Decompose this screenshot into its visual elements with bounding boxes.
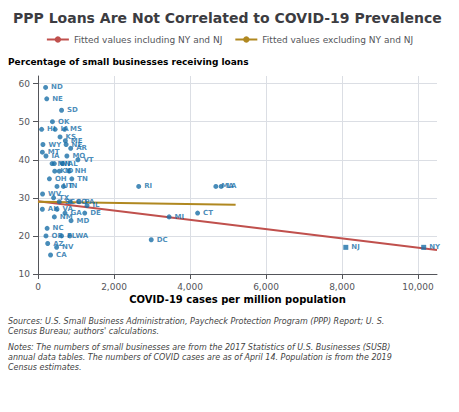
- svg-text:2,000: 2,000: [101, 282, 127, 292]
- svg-text:WY: WY: [48, 140, 62, 149]
- svg-text:NY: NY: [429, 243, 441, 251]
- svg-text:MI: MI: [175, 213, 185, 221]
- svg-text:OH: OH: [54, 174, 67, 183]
- svg-text:LA: LA: [227, 182, 237, 190]
- svg-text:ND: ND: [51, 83, 63, 91]
- svg-text:MO: MO: [72, 152, 86, 160]
- svg-text:SD: SD: [67, 106, 78, 114]
- svg-text:RI: RI: [144, 182, 152, 190]
- svg-text:AR: AR: [76, 144, 87, 153]
- svg-text:UT: UT: [63, 182, 74, 190]
- svg-text:10,000: 10,000: [402, 282, 434, 292]
- svg-text:IA: IA: [51, 152, 60, 160]
- svg-text:FL: FL: [67, 231, 77, 240]
- svg-text:10: 10: [19, 269, 31, 279]
- svg-text:TN: TN: [77, 175, 88, 183]
- svg-text:IL: IL: [92, 201, 100, 210]
- svg-text:Percentage of small businesses: Percentage of small businesses receiving…: [8, 57, 249, 67]
- svg-text:WA: WA: [75, 232, 88, 240]
- svg-text:DC: DC: [157, 236, 168, 244]
- svg-text:AK: AK: [48, 205, 59, 213]
- svg-text:6,000: 6,000: [253, 282, 279, 292]
- svg-text:Census estimates.: Census estimates.: [8, 363, 81, 372]
- svg-text:CA: CA: [56, 251, 67, 259]
- svg-text:IN: IN: [69, 182, 78, 191]
- svg-text:DE: DE: [90, 209, 101, 217]
- svg-text:50: 50: [19, 117, 31, 127]
- svg-text:8,000: 8,000: [329, 282, 355, 292]
- html-text:AZNV: AZNV: [53, 239, 74, 252]
- svg-text:40: 40: [19, 155, 31, 165]
- svg-text:Fitted values including NY and: Fitted values including NY and NJ: [74, 35, 222, 45]
- svg-text:NJ: NJ: [351, 243, 359, 251]
- svg-text:20: 20: [19, 231, 31, 241]
- svg-text:0: 0: [35, 282, 41, 292]
- svg-text:WV: WV: [48, 190, 62, 198]
- svg-text:Fitted values excluding NY and: Fitted values excluding NY and NJ: [262, 35, 413, 45]
- svg-text:PA: PA: [84, 197, 95, 206]
- svg-text:4,000: 4,000: [177, 282, 203, 292]
- svg-text:60: 60: [19, 79, 31, 89]
- svg-text:OR: OR: [51, 231, 63, 240]
- html-text:ID NH: ID NH: [64, 167, 87, 176]
- svg-text:30: 30: [19, 193, 31, 203]
- svg-text:OK: OK: [57, 117, 70, 126]
- svg-text:MD: MD: [77, 217, 90, 225]
- svg-text:VT: VT: [83, 156, 93, 164]
- html-text:SC CO: SC CO: [64, 197, 87, 206]
- svg-text:annual data tables. The number: annual data tables. The numbers of COVID…: [8, 353, 392, 362]
- html-text:IA MS: IA MS: [60, 125, 83, 134]
- svg-text:CT: CT: [203, 209, 213, 217]
- svg-text:AL: AL: [67, 159, 78, 168]
- svg-text:Notes: The numbers of small bu: Notes: The numbers of small businesses a…: [8, 343, 390, 352]
- svg-text:NM: NM: [60, 213, 73, 221]
- svg-text:Census Bureau; authors' calcul: Census Bureau; authors' calculations.: [8, 327, 159, 336]
- svg-text:NC: NC: [52, 224, 64, 233]
- svg-text:Sources: U.S. Small Business A: Sources: U.S. Small Business Administrat…: [8, 317, 384, 326]
- svg-text:COVID-19 cases per million pop: COVID-19 cases per million population: [129, 294, 346, 305]
- svg-text:NE: NE: [52, 95, 63, 103]
- svg-text:HI: HI: [47, 125, 55, 133]
- svg-text:PPP Loans Are Not Correlated t: PPP Loans Are Not Correlated to COVID-19…: [13, 10, 442, 26]
